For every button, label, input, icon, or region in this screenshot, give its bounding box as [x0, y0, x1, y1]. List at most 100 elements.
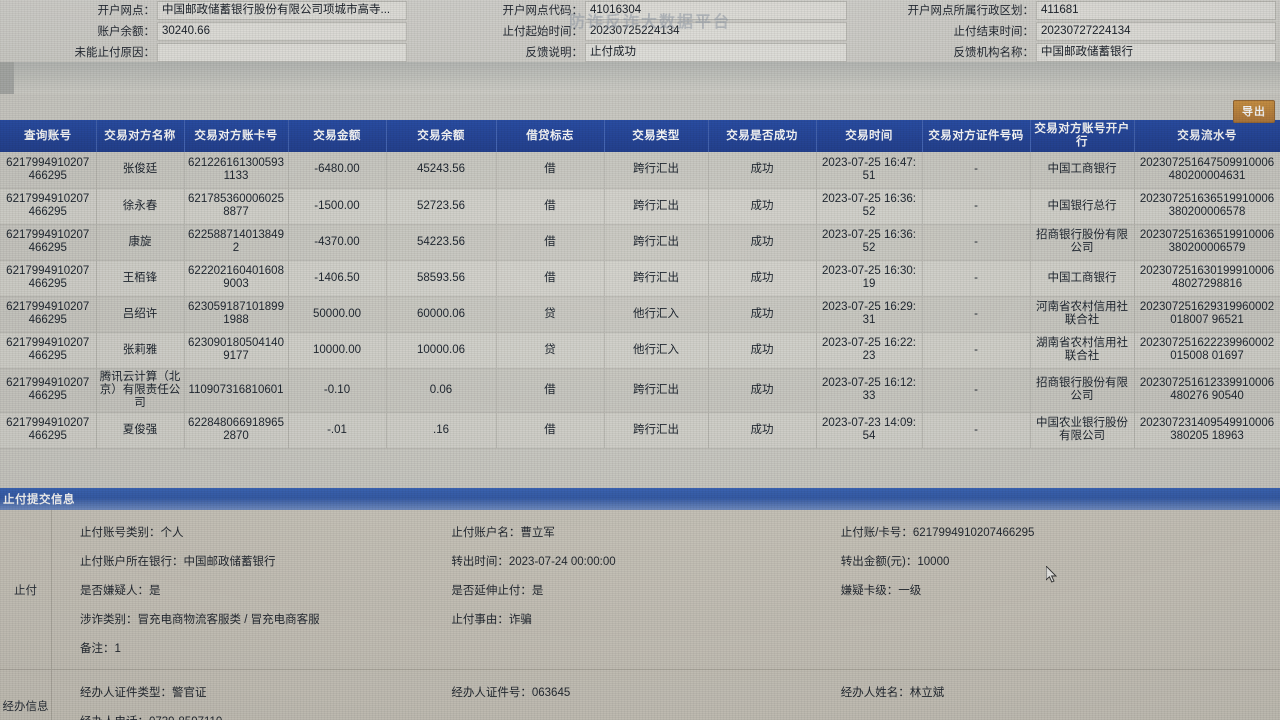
- cell-counterparty-card: 6228480669189652870: [184, 412, 289, 449]
- detail-row: 涉诈类别：冒充电商物流客服类 / 冒充电商客服 止付事由：诈骗: [52, 604, 1280, 633]
- table-row[interactable]: 6217994910207466295 吕绍许 6230591871018991…: [0, 296, 1280, 333]
- field-branch-label: 开户网点：: [97, 5, 156, 17]
- account-form-row-2: 账户余额： 30240.66 止付起始时间： 20230725224134 止付…: [0, 21, 1280, 41]
- col-header-balance[interactable]: 交易余额: [386, 120, 497, 152]
- detail-row: 经办人电话：0739-8597110: [52, 706, 1280, 720]
- cell-amount: 10000.00: [288, 332, 387, 369]
- detail-handler-id-type: 经办人证件类型：警官证: [80, 686, 207, 699]
- cell-txn-time: 2023-07-25 16:12:33: [816, 368, 923, 413]
- col-header-counterparty-name[interactable]: 交易对方名称: [96, 120, 185, 152]
- cell-counterparty-card: 6217853600060258877: [184, 188, 289, 225]
- cell-counterparty-name: 徐永春: [96, 188, 185, 225]
- cell-balance: 45243.56: [386, 152, 497, 189]
- cell-counterparty-bank: 湖南省农村信用社联合社: [1030, 332, 1135, 369]
- cell-query-account: 6217994910207466295: [0, 152, 97, 189]
- cell-serial: 202307251636519910006380200006578: [1134, 188, 1280, 225]
- detail-transfer-out-time: 转出时间：2023-07-24 00:00:00: [451, 555, 616, 568]
- field-balance-value[interactable]: 30240.66: [157, 21, 407, 41]
- detail-is-suspect: 是否嫌疑人：是: [80, 584, 161, 597]
- cell-query-account: 6217994910207466295: [0, 332, 97, 369]
- cell-counterparty-card: 6222021604016089003: [184, 260, 289, 297]
- table-row[interactable]: 6217994910207466295 夏俊强 6228480669189652…: [0, 412, 1280, 449]
- col-header-amount[interactable]: 交易金额: [288, 120, 387, 152]
- col-header-query-account[interactable]: 查询账号: [0, 120, 97, 152]
- cell-txn-type: 跨行汇出: [604, 152, 709, 189]
- detail-is-extended-stop: 是否延伸止付：是: [451, 584, 544, 597]
- detail-stop-card-number: 止付账/卡号：6217994910207466295: [840, 526, 1035, 539]
- col-header-txn-time[interactable]: 交易时间: [816, 120, 923, 152]
- col-header-txn-type[interactable]: 交易类型: [604, 120, 709, 152]
- cell-counterparty-bank: 中国农业银行股份有限公司: [1030, 412, 1135, 449]
- cell-counterparty-card: 6230591871018991988: [184, 296, 289, 333]
- field-feedback-org-label: 反馈机构名称：: [953, 47, 1035, 59]
- account-form-row-3: 未能止付原因： 反馈说明： 止付成功 反馈机构名称： 中国邮政储蓄银行: [0, 42, 1280, 62]
- separator-left-stub: [0, 62, 14, 94]
- cell-amount: -.01: [288, 412, 387, 449]
- field-stop-start-time-label: 止付起始时间：: [502, 26, 584, 38]
- field-stop-start-time-value[interactable]: 20230725224134: [585, 21, 847, 41]
- cell-counterparty-card: 110907316810601: [184, 368, 289, 413]
- table-row[interactable]: 6217994910207466295 张莉雅 6230901805041409…: [0, 332, 1280, 369]
- export-button[interactable]: 导出: [1233, 100, 1275, 123]
- field-branch-code: 开户网点代码： 41016304: [480, 0, 847, 20]
- section-title-stop-payment: 止付提交信息: [0, 488, 1280, 510]
- detail-row: 止付账户所在银行：中国邮政储蓄银行 转出时间：2023-07-24 00:00:…: [52, 546, 1280, 575]
- field-stop-end-time-label: 止付结束时间：: [953, 26, 1035, 38]
- field-branch-code-label: 开户网点代码：: [502, 5, 584, 17]
- table-row[interactable]: 6217994910207466295 张俊廷 6212261613005931…: [0, 152, 1280, 189]
- detail-fraud-category: 涉诈类别：冒充电商物流客服类 / 冒充电商客服: [80, 613, 320, 626]
- detail-handler-name: 经办人姓名：林立斌: [840, 686, 945, 699]
- cell-id-number: -: [922, 188, 1031, 225]
- cell-query-account: 6217994910207466295: [0, 224, 97, 261]
- field-feedback-note-value[interactable]: 止付成功: [585, 42, 847, 62]
- col-header-dc-flag[interactable]: 借贷标志: [496, 120, 605, 152]
- cell-amount: -4370.00: [288, 224, 387, 261]
- cell-txn-type: 他行汇入: [604, 296, 709, 333]
- field-branch-code-value[interactable]: 41016304: [585, 0, 847, 20]
- cell-success: 成功: [708, 296, 817, 333]
- col-header-serial[interactable]: 交易流水号: [1134, 120, 1280, 152]
- cell-txn-type: 跨行汇出: [604, 188, 709, 225]
- cell-success: 成功: [708, 260, 817, 297]
- cell-id-number: -: [922, 224, 1031, 261]
- col-header-counterparty-bank[interactable]: 交易对方账号开户行: [1030, 120, 1135, 152]
- cell-serial: 202307251612339910006480276 90540: [1134, 368, 1280, 413]
- table-row[interactable]: 6217994910207466295 腾讯云计算（北京）有限责任公司 1109…: [0, 368, 1280, 413]
- cell-txn-type: 跨行汇出: [604, 368, 709, 413]
- field-stop-end-time-value[interactable]: 20230727224134: [1036, 21, 1276, 41]
- detail-handler-phone: 经办人电话：0739-8597110: [52, 713, 451, 720]
- cell-dc-flag: 贷: [496, 332, 605, 369]
- field-feedback-note: 反馈说明： 止付成功: [480, 42, 847, 62]
- cell-counterparty-bank: 招商银行股份有限公司: [1030, 368, 1135, 413]
- cell-query-account: 6217994910207466295: [0, 296, 97, 333]
- field-failure-reason-value[interactable]: [157, 42, 407, 62]
- stop-payment-detail-panel: 止付提交信息 止付 止付账号类别：个人 止付账户名：曹立军 止付账/卡号：621…: [0, 488, 1280, 720]
- table-toolbar: 导出: [0, 94, 1280, 123]
- cell-txn-type: 跨行汇出: [604, 224, 709, 261]
- cell-txn-time: 2023-07-23 14:09:54: [816, 412, 923, 449]
- col-header-success[interactable]: 交易是否成功: [708, 120, 817, 152]
- col-header-counterparty-card[interactable]: 交易对方账卡号: [184, 120, 289, 152]
- cell-counterparty-bank: 中国银行总行: [1030, 188, 1135, 225]
- table-row[interactable]: 6217994910207466295 王栢锋 6222021604016089…: [0, 260, 1280, 297]
- table-row[interactable]: 6217994910207466295 徐永春 6217853600060258…: [0, 188, 1280, 225]
- cell-dc-flag: 贷: [496, 296, 605, 333]
- table-header-row: 查询账号 交易对方名称 交易对方账卡号 交易金额 交易余额 借贷标志 交易类型 …: [0, 120, 1280, 152]
- cell-counterparty-card: 6225887140138492: [184, 224, 289, 261]
- cell-serial: 202307251647509910006480200004631: [1134, 152, 1280, 189]
- cell-query-account: 6217994910207466295: [0, 188, 97, 225]
- field-branch-value[interactable]: 中国邮政储蓄银行股份有限公司项城市高寺...: [157, 0, 407, 20]
- handler-info-side-label: 经办信息: [0, 670, 52, 720]
- col-header-id-number[interactable]: 交易对方证件号码: [922, 120, 1031, 152]
- cell-success: 成功: [708, 332, 817, 369]
- detail-suspect-card-level: 嫌疑卡级：一级: [840, 584, 922, 597]
- cell-counterparty-bank: 中国工商银行: [1030, 152, 1135, 189]
- transaction-table: 查询账号 交易对方名称 交易对方账卡号 交易金额 交易余额 借贷标志 交易类型 …: [0, 120, 1280, 449]
- table-row[interactable]: 6217994910207466295 康旋 6225887140138492 …: [0, 224, 1280, 261]
- cell-id-number: -: [922, 152, 1031, 189]
- field-feedback-org-value[interactable]: 中国邮政储蓄银行: [1036, 42, 1276, 62]
- field-admin-region-value[interactable]: 411681: [1036, 0, 1276, 20]
- cell-id-number: -: [922, 332, 1031, 369]
- stop-payment-block: 止付 止付账号类别：个人 止付账户名：曹立军 止付账/卡号：6217994910…: [0, 510, 1280, 670]
- field-feedback-org: 反馈机构名称： 中国邮政储蓄银行: [900, 42, 1276, 62]
